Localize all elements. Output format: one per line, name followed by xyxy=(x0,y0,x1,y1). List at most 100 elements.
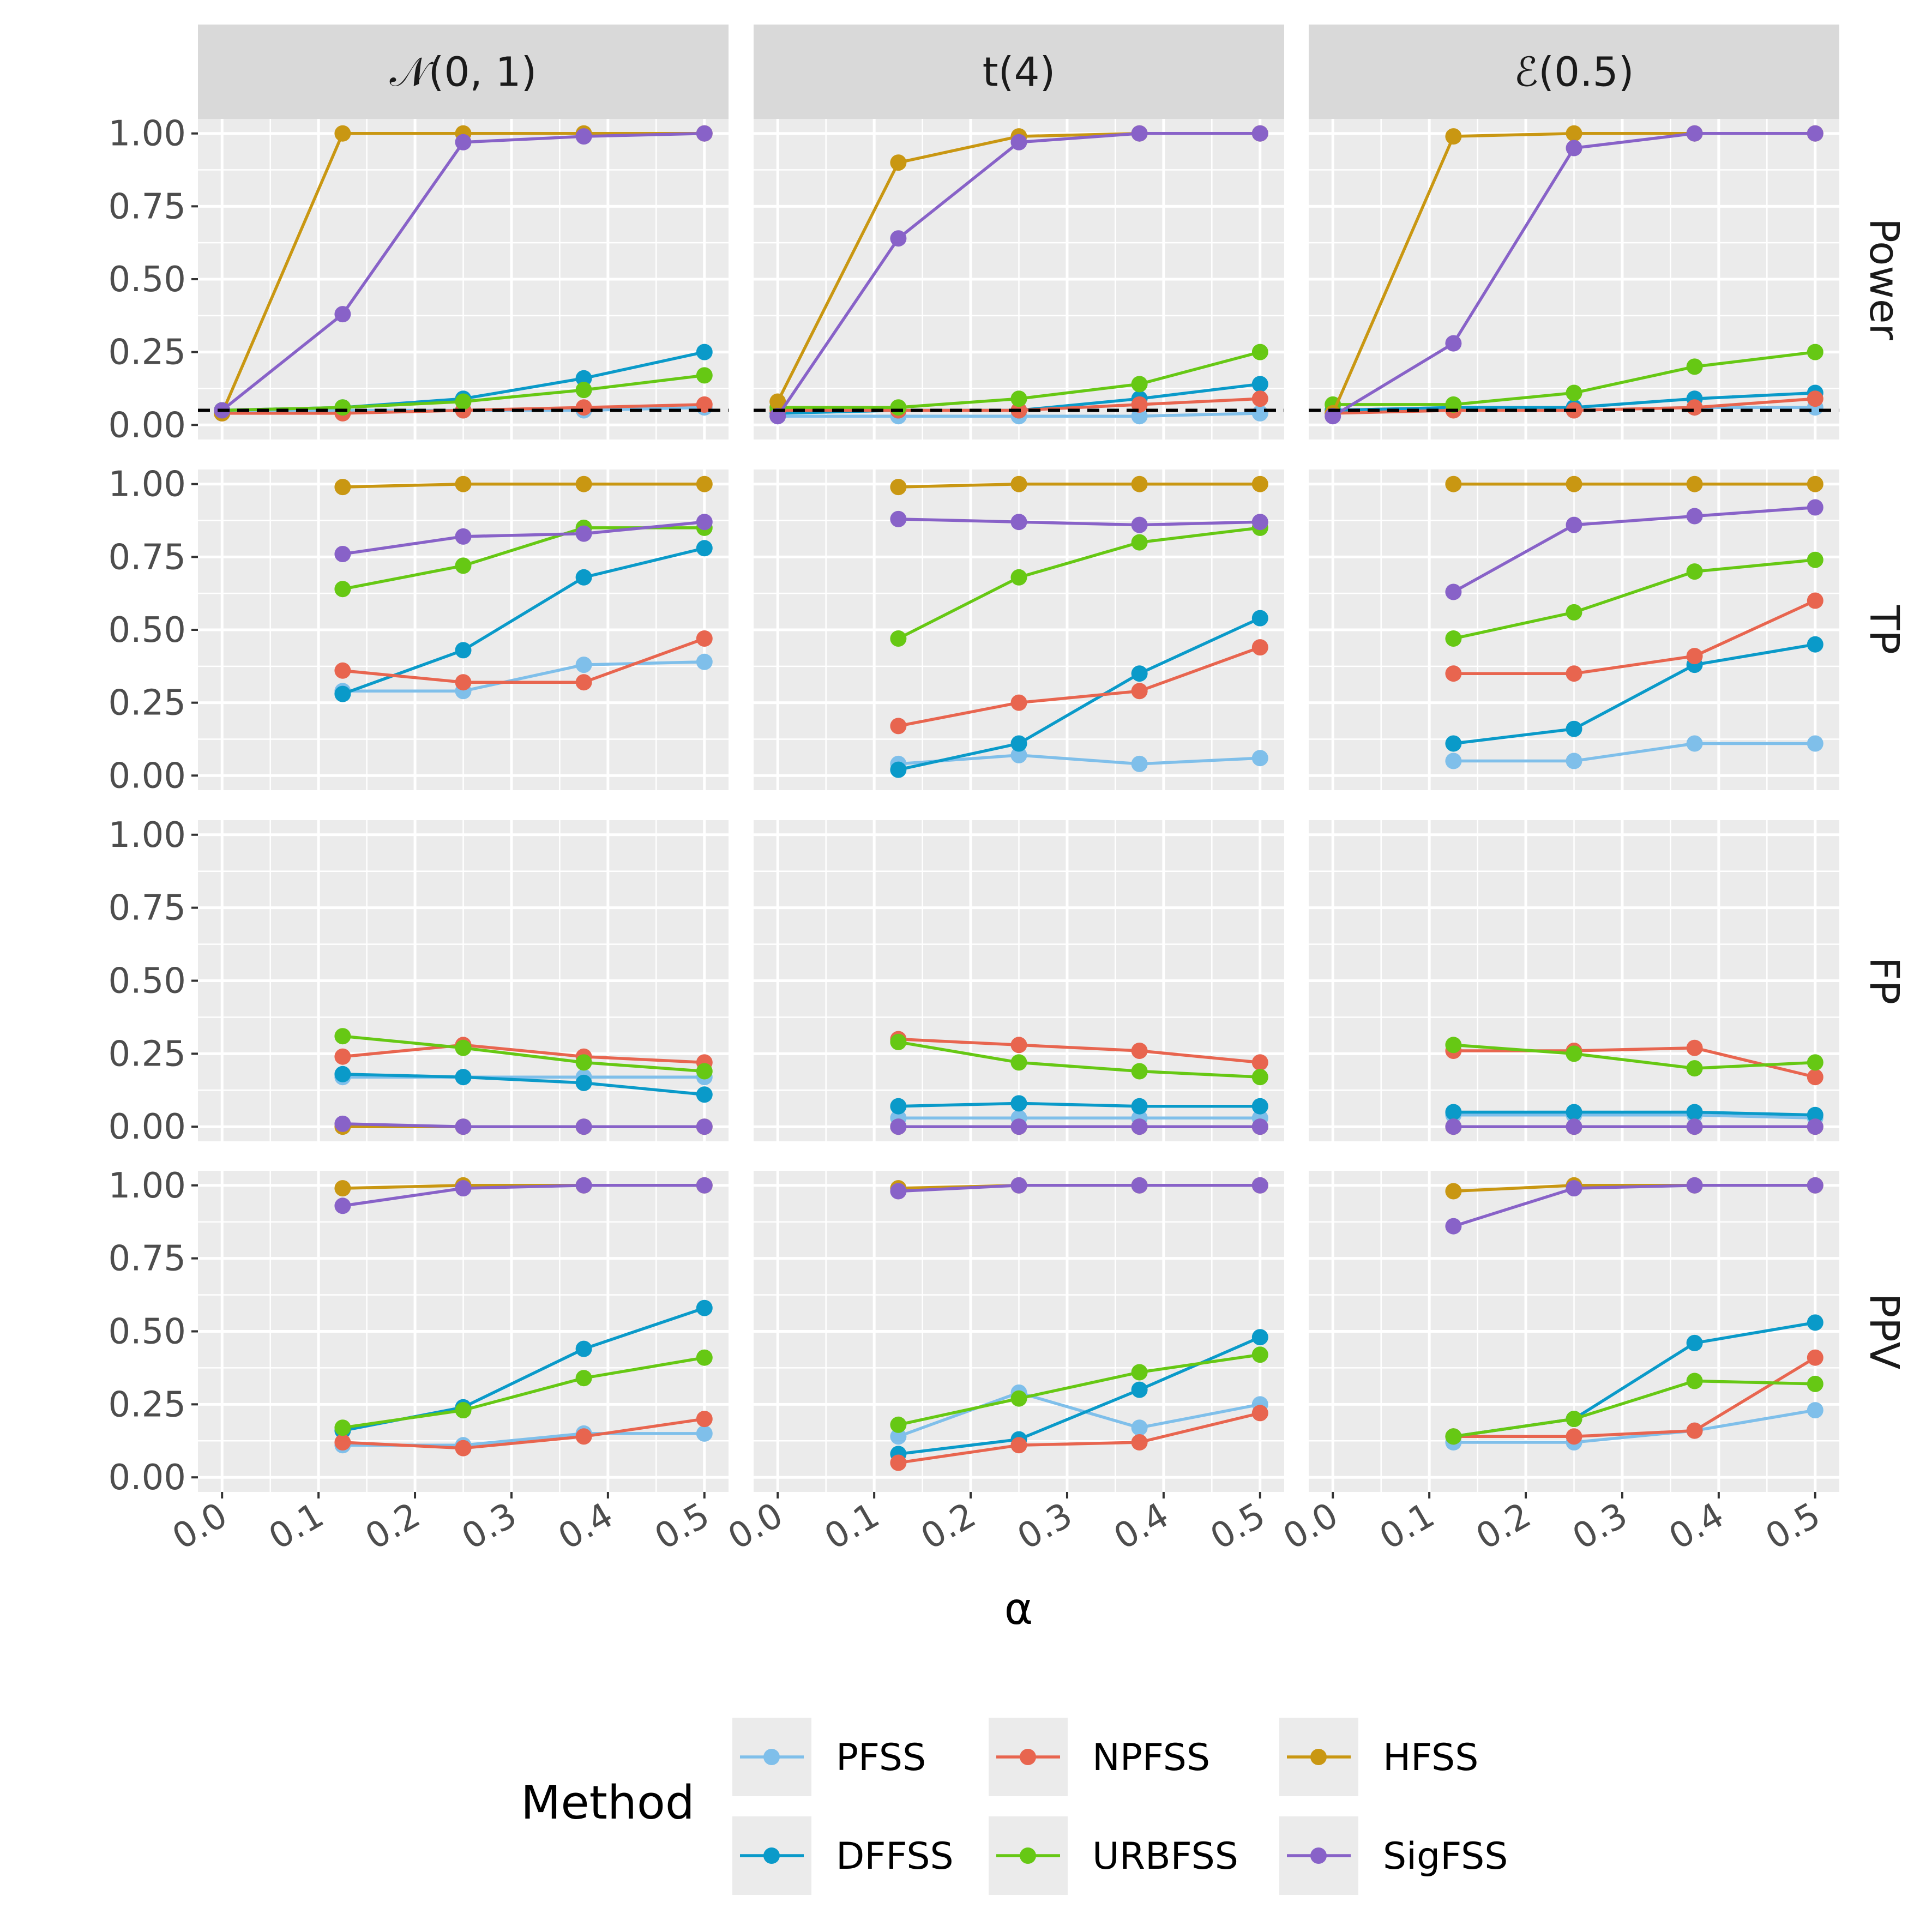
data-point-npfss-ppv-col3 xyxy=(1566,1428,1582,1445)
facet-strip-row-power xyxy=(1839,119,1924,440)
data-point-dffss-fp-col3 xyxy=(1566,1104,1582,1121)
data-point-pfss-power-col2 xyxy=(1131,408,1148,425)
data-point-sigfss-power-col1 xyxy=(455,134,472,151)
series-line-npfss-fp-col1 xyxy=(342,1043,705,1064)
data-point-dffss-fp-col1 xyxy=(455,1069,472,1086)
series-line-sigfss-tp-col1 xyxy=(342,520,705,556)
data-point-npfss-fp-col3 xyxy=(1807,1069,1823,1086)
data-point-urbfss-tp-col3 xyxy=(1445,630,1462,647)
data-point-npfss-fp-col2 xyxy=(1010,1037,1027,1054)
series-line-dffss-tp-col2 xyxy=(898,617,1261,772)
series-line-npfss-tp-col1 xyxy=(342,637,705,684)
data-point-hfss-tp-col3 xyxy=(1807,476,1823,492)
data-point-sigfss-ppv-col1 xyxy=(696,1177,713,1194)
data-point-urbfss-ppv-col2 xyxy=(1010,1390,1027,1407)
legend-key-point xyxy=(763,1847,780,1864)
data-point-urbfss-power-col1 xyxy=(334,399,351,416)
data-point-urbfss-power-col2 xyxy=(890,399,907,416)
data-point-urbfss-tp-col2 xyxy=(890,630,907,647)
data-point-hfss-tp-col1 xyxy=(455,476,472,492)
data-point-sigfss-power-col3 xyxy=(1445,335,1462,352)
facet-strip-col-3 xyxy=(1309,25,1839,119)
data-point-hfss-tp-col3 xyxy=(1445,476,1462,492)
data-point-npfss-tp-col3 xyxy=(1445,665,1462,682)
facet-strip-row-tp xyxy=(1839,470,1924,790)
data-point-pfss-tp-col1 xyxy=(696,653,713,670)
series-line-hfss-tp-col1 xyxy=(342,482,705,489)
data-point-urbfss-ppv-col3 xyxy=(1807,1375,1823,1392)
facet-strip-label-col-1: 𝒩(0, 1) xyxy=(390,49,537,96)
data-point-urbfss-ppv-col1 xyxy=(334,1419,351,1436)
y-tick-label: 0.50 xyxy=(109,961,186,1002)
data-point-dffss-power-col1 xyxy=(696,344,713,360)
y-tick-label: 1.00 xyxy=(109,1166,186,1206)
data-point-dffss-fp-col2 xyxy=(1131,1098,1148,1115)
data-point-sigfss-fp-col3 xyxy=(1807,1118,1823,1135)
data-point-dffss-fp-col1 xyxy=(334,1066,351,1082)
legend-item-sigfss: SigFSS xyxy=(1279,1816,1508,1895)
data-point-npfss-tp-col2 xyxy=(1251,639,1268,656)
data-point-npfss-tp-col1 xyxy=(455,674,472,691)
data-point-sigfss-fp-col3 xyxy=(1686,1118,1703,1135)
data-point-urbfss-fp-col1 xyxy=(696,1063,713,1080)
data-point-urbfss-fp-col2 xyxy=(1131,1063,1148,1080)
y-tick-label: 0.75 xyxy=(109,537,186,577)
data-point-urbfss-ppv-col1 xyxy=(696,1349,713,1366)
data-point-sigfss-power-col2 xyxy=(769,408,786,425)
data-point-dffss-tp-col1 xyxy=(455,642,472,659)
data-point-sigfss-tp-col1 xyxy=(696,514,713,531)
y-tick-label: 0.25 xyxy=(109,683,186,724)
data-point-hfss-tp-col1 xyxy=(696,476,713,492)
data-point-sigfss-power-col1 xyxy=(575,128,592,145)
legend-key-point xyxy=(1020,1749,1036,1765)
x-tick-label: 0.2 xyxy=(359,1495,427,1558)
data-point-hfss-tp-col2 xyxy=(890,479,907,496)
data-point-npfss-tp-col1 xyxy=(334,662,351,679)
data-point-sigfss-fp-col2 xyxy=(1010,1118,1027,1135)
data-point-urbfss-tp-col1 xyxy=(455,557,472,574)
x-tick-label: 0.3 xyxy=(1011,1495,1079,1558)
series-line-urbfss-ppv-col1 xyxy=(342,1356,705,1429)
data-point-pfss-tp-col1 xyxy=(575,657,592,673)
data-point-urbfss-fp-col1 xyxy=(455,1039,472,1056)
data-point-hfss-power-col2 xyxy=(890,154,907,171)
x-tick-label: 0.4 xyxy=(552,1495,620,1558)
series-line-dffss-fp-col2 xyxy=(898,1102,1260,1108)
y-tick-label: 0.75 xyxy=(109,1239,186,1279)
data-point-dffss-tp-col1 xyxy=(575,569,592,586)
data-point-dffss-tp-col3 xyxy=(1807,636,1823,653)
data-point-urbfss-power-col3 xyxy=(1807,344,1823,360)
data-point-urbfss-power-col2 xyxy=(1251,344,1268,360)
data-point-pfss-ppv-col3 xyxy=(1807,1402,1823,1419)
data-point-urbfss-tp-col2 xyxy=(1010,569,1027,586)
series-line-urbfss-ppv-col3 xyxy=(1453,1379,1815,1439)
panel-fp-col1 xyxy=(198,820,729,1141)
data-point-sigfss-power-col2 xyxy=(1131,125,1148,142)
data-point-sigfss-ppv-col2 xyxy=(1131,1177,1148,1194)
x-tick-label: 0.5 xyxy=(1759,1495,1827,1558)
facet-strip-label-col-2: t(4) xyxy=(983,49,1056,96)
data-point-pfss-tp-col3 xyxy=(1807,735,1823,752)
legend: Method PFSS NPFSS HFSS DFFSS URBFSS SigFSS xyxy=(521,1718,1508,1895)
data-point-npfss-tp-col3 xyxy=(1566,665,1582,682)
data-point-dffss-power-col1 xyxy=(575,370,592,387)
data-point-dffss-ppv-col2 xyxy=(1131,1381,1148,1398)
y-tick-label: 0.00 xyxy=(109,1107,186,1147)
data-point-dffss-fp-col1 xyxy=(575,1074,592,1091)
data-point-sigfss-fp-col3 xyxy=(1445,1118,1462,1135)
y-tick-label: 0.50 xyxy=(109,260,186,300)
series-line-dffss-tp-col3 xyxy=(1453,642,1816,745)
data-point-sigfss-tp-col3 xyxy=(1445,583,1462,600)
legend-key-point xyxy=(1310,1749,1327,1765)
data-point-dffss-fp-col3 xyxy=(1445,1104,1462,1121)
data-point-sigfss-fp-col1 xyxy=(334,1115,351,1132)
data-point-npfss-ppv-col1 xyxy=(334,1434,351,1450)
data-point-dffss-ppv-col3 xyxy=(1807,1314,1823,1331)
legend-key-point xyxy=(763,1749,780,1765)
x-axis-title: α xyxy=(1004,1584,1033,1634)
series-line-npfss-tp-col3 xyxy=(1453,599,1816,675)
data-point-dffss-fp-col3 xyxy=(1807,1106,1823,1123)
data-point-sigfss-tp-col2 xyxy=(890,510,907,527)
data-point-pfss-tp-col2 xyxy=(1131,755,1148,772)
